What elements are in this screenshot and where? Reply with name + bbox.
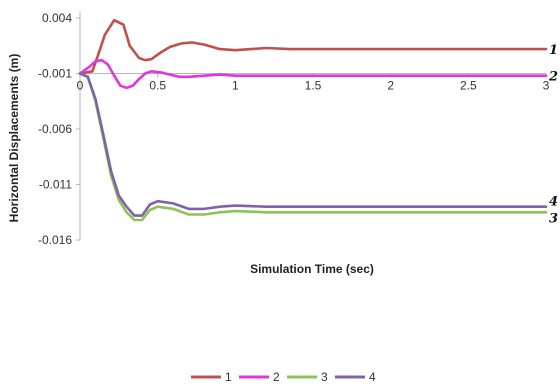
y-tick-label: -0.001 [38,67,72,81]
x-tick-label: 0 [77,79,84,93]
series-line-4 [78,72,548,217]
legend-label-1: 1 [225,370,232,384]
legend-label-2: 2 [273,370,280,384]
series-line-1 [78,18,548,75]
series-line-2 [78,58,548,90]
y-tick-label: -0.006 [38,122,72,136]
y-tick-label: -0.016 [38,233,72,247]
legend-label-4: 4 [369,370,376,384]
x-tick-label: 0.5 [149,79,166,93]
series-end-label-1: 1 [549,43,558,58]
x-tick-label: 3 [543,79,550,93]
x-axis-title: Simulation Time (sec) [250,262,374,276]
y-tick-label: -0.011 [39,178,72,192]
legend-label-3: 3 [321,370,328,384]
series-end-label-4: 4 [549,195,558,210]
x-tick-label: 2 [387,79,394,93]
axes: 0.004 -0.001 -0.006 -0.011 -0.016 0 0.5 1 1.5 2 2.… [38,11,550,247]
legend: 1 2 3 4 [191,370,376,384]
y-tick-label: 0.004 [42,11,72,25]
series-end-label-3: 3 [549,211,558,226]
series-end-labels: 1 2 34 [548,43,558,226]
series-lines [78,18,548,222]
series-end-label-2: 2 [548,70,558,85]
x-tick-label: 1.5 [305,79,322,93]
x-tick-label: 2.5 [460,79,477,93]
x-tick-label: 1 [232,79,239,93]
y-axis-title: Horizontal Displacements (m) [7,54,21,223]
series-line-3 [78,72,548,222]
